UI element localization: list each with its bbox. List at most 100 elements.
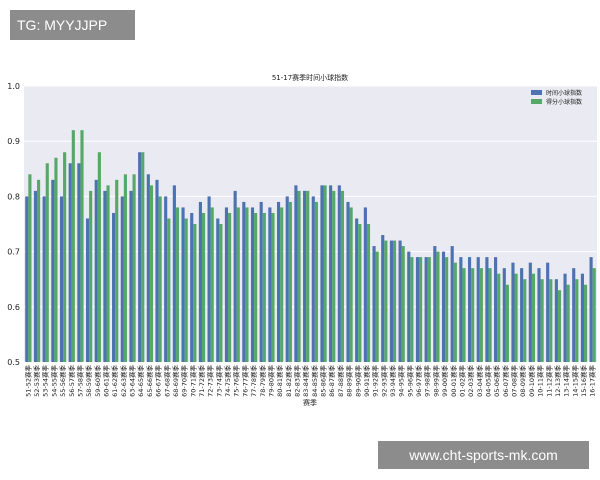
bar-time [415,257,420,362]
bar-score [419,257,423,362]
bar-score [245,207,249,362]
legend: 时间小球指数 得分小球指数 [531,89,582,106]
bar-score [97,152,101,362]
bar-score [479,268,483,362]
bar-time [250,207,255,362]
x-tick-label: 56-57赛季 [67,365,76,397]
bar-score [358,224,362,362]
bar-score [71,130,75,362]
x-tick-label: 83-84赛季 [301,365,310,397]
bar-time [398,240,402,362]
x-tick-label: 80-81赛季 [275,365,284,397]
bar-score [575,279,579,362]
x-tick-label: 54-55赛季 [49,365,58,397]
bar-time [233,190,237,362]
bar-time [450,246,454,362]
bar-score [54,157,58,362]
x-tick-label: 77-78赛季 [249,365,258,397]
bar-score [549,279,553,362]
bar-time [424,257,428,362]
site-watermark: www.cht-sports-mk.com [378,441,589,469]
x-tick-label: 84-85赛季 [310,365,319,397]
grid-lines [24,85,597,363]
x-tick-label: 79-80赛季 [266,365,275,397]
bar-time [77,163,81,362]
bar-score [63,152,67,362]
x-tick-label: 73-74赛季 [214,365,223,397]
bar-score [80,130,84,362]
bar-time [528,262,532,362]
x-tick-label: 95-96赛季 [405,365,414,397]
bar-score [323,185,327,362]
bar-time [51,179,55,362]
y-tick-label: 0.6 [7,303,20,312]
x-tick-label: 66-67赛季 [154,365,163,397]
bar-time [303,190,307,362]
bar-score [288,201,292,362]
bar-time [320,185,324,362]
y-axis: 0.5 0.6 0.7 0.8 0.9 1.0 [7,82,20,367]
bar-score [366,224,371,362]
x-tick-label: 89-90赛季 [353,365,362,397]
x-tick-label: 57-58赛季 [75,365,84,397]
bar-score [497,273,501,362]
bar-time [520,268,524,362]
bar-score [210,207,214,362]
bar-score [375,251,379,362]
bar-time [546,262,550,362]
x-tick-label: 91-92赛季 [371,365,380,397]
bar-score [306,190,310,362]
bar-score [445,257,449,362]
bar-time [207,196,211,362]
bar-time [346,201,350,362]
x-tick-label: 06-07赛季 [501,365,510,397]
x-tick-label: 62-63赛季 [119,365,128,397]
bar-time [433,246,437,362]
bar-score [219,224,223,362]
bar-time [224,207,229,362]
chart-title: 51-17赛季时间小球指数 [272,73,348,82]
x-tick-label: 93-94赛季 [388,365,397,397]
x-axis: 51-52赛季 52-53赛季 53-54赛季 54-55赛季 55-56赛季 56-57… [23,365,596,397]
bar-score [193,224,197,362]
bar-time [363,207,367,362]
bar-time [129,190,133,362]
x-tick-label: 92-93赛季 [379,365,388,397]
bar-score [340,190,345,362]
bar-time [311,196,315,362]
bar-score [392,240,397,362]
x-tick-label: 68-69赛季 [171,365,180,397]
bar-time [441,251,446,362]
x-tick-label: 74-75赛季 [223,365,232,397]
bar-score [201,212,206,362]
bar-score [488,268,492,362]
y-tick-label: 0.8 [7,192,20,201]
x-tick-label: 01-02赛季 [457,365,466,397]
bar-time [381,235,385,362]
x-tick-label: 85-86赛季 [319,365,328,397]
legend-label-time: 时间小球指数 [546,89,582,97]
bar-score [436,251,440,362]
bar-time [172,185,176,362]
bar-time [372,246,376,362]
x-tick-label: 94-95赛季 [397,365,406,397]
x-tick-label: 87-88赛季 [336,365,345,397]
x-tick-label: 76-77赛季 [240,365,249,397]
bar-score [184,218,188,362]
bar-time [181,207,185,362]
bar-time [554,279,558,362]
legend-swatch-time [531,90,542,95]
bar-time [537,268,541,362]
bar-time [103,190,107,362]
legend-label-score: 得分小球指数 [546,98,582,106]
bar-score [141,152,145,362]
x-tick-label: 00-01赛季 [449,365,458,397]
bar-time [502,268,506,362]
x-tick-label: 64-65赛季 [136,365,145,397]
bar-time [589,257,593,362]
bar-score [228,212,232,362]
bar-score [462,268,466,362]
x-tick-label: 81-82赛季 [284,365,293,397]
bar-score [540,279,544,362]
